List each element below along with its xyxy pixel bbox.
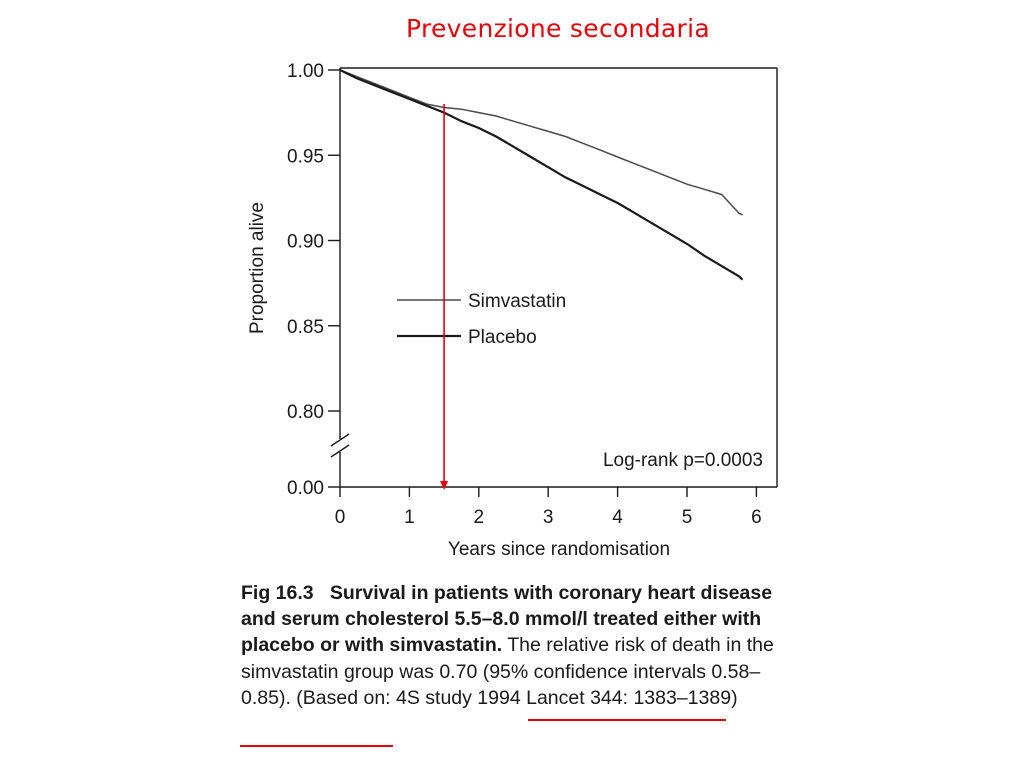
annotation-arrow <box>440 104 449 490</box>
pvalue-annotation: Log-rank p=0.0003 <box>603 450 763 471</box>
legend-label: Simvastatin <box>468 291 566 312</box>
slide-title: Prevenzione secondaria <box>406 14 710 43</box>
caption-reference: 4S study 1994 Lancet 344: 1383–1389 <box>396 686 732 709</box>
caption-closing: ) <box>731 686 738 709</box>
figure-caption: Fig 16.3 Survival in patients with coron… <box>241 580 801 711</box>
x-tick-label: 0 <box>335 507 346 528</box>
reference-underline-1 <box>528 719 726 721</box>
reference-underline-2 <box>240 745 393 747</box>
x-tick-label: 1 <box>404 507 415 528</box>
y-tick-label: 0.85 <box>287 317 324 338</box>
survival-chart: 1.00 0.95 0.90 0.85 0.80 0.00 0 1 2 3 4 5 6 Simvasta… <box>247 61 778 560</box>
x-tick-label: 2 <box>474 507 485 528</box>
x-axis-label: Years since randomisation <box>448 539 670 560</box>
chart-legend: Simvastatin Placebo <box>397 291 566 348</box>
chart-axes <box>330 67 778 488</box>
y-axis-label: Proportion alive <box>247 202 268 334</box>
caption-body-text: The relative risk of death in the simvas… <box>241 634 774 709</box>
axis-break-mark <box>330 444 350 458</box>
x-tick-label: 6 <box>751 507 762 528</box>
arrow-head <box>440 481 449 490</box>
y-tick-label: 0.80 <box>287 402 324 423</box>
axis-break-mark <box>330 433 350 447</box>
y-tick-label: 0.95 <box>287 146 324 167</box>
caption-fig-label: Fig 16.3 <box>241 582 314 604</box>
y-tick-label: 0.00 <box>287 478 324 499</box>
x-tick-label: 5 <box>682 507 693 528</box>
legend-label: Placebo <box>468 327 537 348</box>
x-tick-label: 3 <box>543 507 554 528</box>
chart-series <box>339 69 744 281</box>
caption-bold-text: Survival in patients with coronary heart… <box>241 582 773 657</box>
chart-ticks: 1.00 0.95 0.90 0.85 0.80 0.00 0 1 2 3 4 5 6 <box>287 61 762 528</box>
y-tick-label: 0.90 <box>287 232 324 253</box>
x-tick-label: 4 <box>612 507 623 528</box>
series-line-placebo <box>339 69 744 281</box>
series-line-simvastatin <box>339 69 743 216</box>
y-tick-label: 1.00 <box>287 61 324 82</box>
